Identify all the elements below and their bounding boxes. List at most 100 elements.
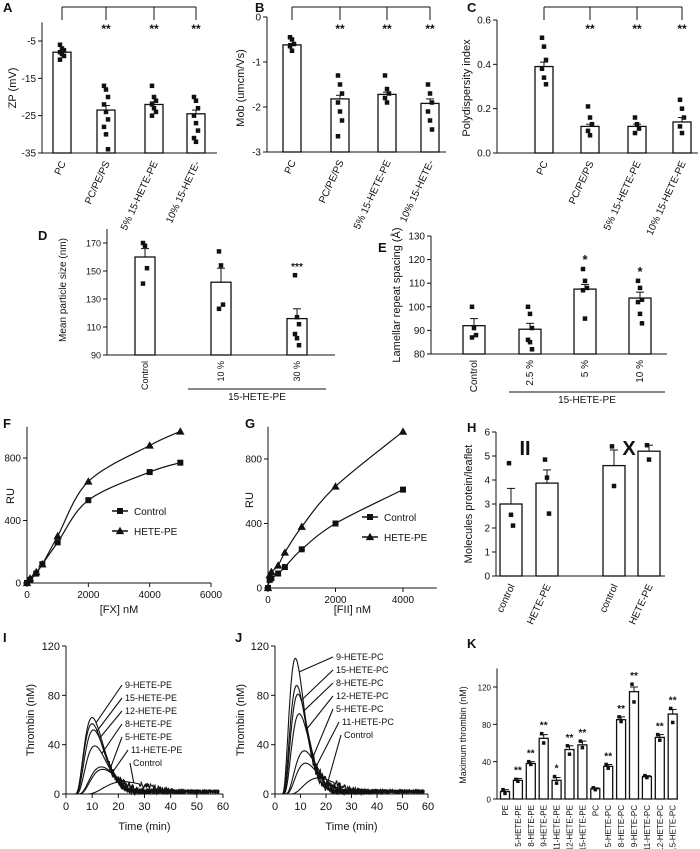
y-tick-label: 80: [257, 690, 269, 702]
category-label: 11-HETE-PC: [643, 805, 652, 849]
significance-marker: **: [425, 22, 435, 36]
data-point: [335, 100, 341, 105]
data-point: [275, 570, 282, 577]
x-tick-label: 2000: [324, 595, 347, 606]
leader-line: [311, 708, 334, 759]
data-point: [398, 427, 408, 435]
y-tick-label: 0.0: [477, 149, 491, 160]
group-label: 15-HETE-PE: [558, 395, 616, 406]
data-point: [384, 86, 390, 92]
data-point: [527, 759, 531, 764]
fit-curve-hete-pe: [267, 431, 404, 589]
data-point: [25, 574, 35, 582]
data-point: [527, 339, 533, 345]
data-point: [335, 73, 341, 78]
category-label: PC/PE/PS: [83, 159, 113, 206]
panel-g: G RU 0 400 800 0 2000 4000 [FII] nM Control HETE-P…: [244, 416, 437, 616]
series-label: 8-HETE-PC: [336, 678, 384, 688]
y-tick-label: 120: [478, 684, 492, 693]
series-label: 15-HETE-PE: [125, 693, 177, 703]
series-label: 12-HETE-PE: [125, 706, 177, 716]
significance-marker: **: [191, 22, 201, 36]
data-point: [578, 739, 583, 743]
data-point: [656, 732, 660, 737]
data-point: [544, 475, 550, 480]
data-point: [630, 682, 634, 686]
data-point: [469, 304, 475, 310]
data-point: [103, 109, 109, 115]
data-point: [153, 109, 159, 115]
y-tick-label: -3: [252, 148, 261, 159]
thrombin-curve: [275, 777, 425, 797]
y-axis-label: Polydispersity index: [461, 39, 473, 137]
y-tick-label: 150: [86, 267, 101, 277]
thrombin-curve: [66, 780, 220, 796]
y-tick-label: -15: [22, 74, 37, 85]
category-label: PC: [53, 160, 69, 177]
y-axis-label: Molecules protein/leaflet: [463, 445, 475, 564]
y-tick-label: 120: [42, 641, 60, 653]
group-label: II: [519, 438, 530, 460]
category-label: 5% 15-HETE-PE: [119, 159, 161, 232]
significance-marker: **: [632, 22, 642, 36]
leader-line: [303, 682, 334, 712]
data-point: [103, 132, 109, 137]
significance-marker: **: [579, 728, 587, 739]
bar: [134, 256, 156, 356]
data-point: [382, 95, 388, 101]
bar: [538, 737, 549, 800]
data-point: [501, 787, 505, 792]
data-point: [427, 118, 433, 123]
series-label: Control: [344, 730, 373, 740]
data-point: [514, 777, 518, 782]
data-point: [635, 299, 641, 305]
significance-marker: **: [566, 733, 574, 744]
x-tick-label: 0: [63, 801, 69, 813]
bar: [52, 51, 72, 154]
data-point: [280, 548, 290, 556]
leader-line: [111, 749, 129, 774]
x-tick-label: 6000: [200, 590, 223, 601]
leader-line: [301, 669, 334, 701]
leader-line: [95, 684, 123, 723]
data-point: [294, 314, 300, 320]
series-label: 9-HETE-PE: [125, 680, 172, 690]
data-point: [153, 98, 159, 103]
significance-marker: **: [677, 22, 687, 36]
leader-line: [305, 695, 334, 731]
panel-letter: K: [467, 636, 477, 651]
data-point: [149, 102, 155, 107]
category-label: 15-HETE-PC: [669, 805, 678, 849]
category-label: HETE-PE: [525, 582, 553, 626]
x-tick-label: 30: [138, 801, 150, 813]
y-tick-label: 400: [245, 519, 262, 530]
y-tick-label: 800: [245, 455, 262, 466]
significance-marker: **: [585, 22, 595, 36]
x-axis-label: [FII] nM: [334, 604, 371, 616]
data-point: [681, 115, 687, 120]
data-point: [384, 100, 390, 105]
significance-marker: **: [149, 22, 159, 36]
category-label: PC/PE/PS: [317, 158, 347, 205]
significance-marker: *: [582, 252, 588, 267]
y-tick-label: 1: [484, 548, 490, 559]
data-point: [292, 331, 298, 337]
data-point: [105, 117, 111, 122]
data-point: [57, 57, 63, 62]
data-point: [297, 522, 306, 530]
bar: [637, 450, 661, 577]
x-axis-label: Time (min): [118, 821, 170, 833]
bar: [564, 748, 575, 800]
series-label: 8-HETE-PE: [125, 719, 172, 729]
data-point: [296, 342, 302, 348]
data-point: [193, 139, 199, 145]
data-point: [611, 483, 617, 489]
data-point: [268, 575, 275, 582]
category-label: PC/PE/PS: [567, 159, 597, 206]
data-point: [644, 442, 650, 448]
data-point: [506, 460, 512, 466]
y-tick-label: 90: [414, 326, 426, 337]
y-axis-label: RU: [244, 492, 256, 508]
y-tick-label: 800: [4, 454, 21, 465]
data-point: [529, 325, 535, 331]
